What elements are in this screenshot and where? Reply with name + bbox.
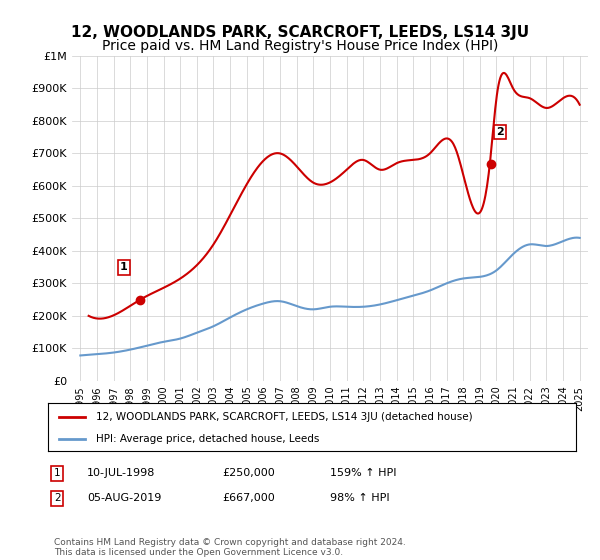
Text: £667,000: £667,000 xyxy=(222,493,275,503)
Text: 1: 1 xyxy=(120,263,128,272)
Text: 98% ↑ HPI: 98% ↑ HPI xyxy=(330,493,389,503)
Text: 159% ↑ HPI: 159% ↑ HPI xyxy=(330,468,397,478)
Text: HPI: Average price, detached house, Leeds: HPI: Average price, detached house, Leed… xyxy=(95,434,319,444)
Text: 05-AUG-2019: 05-AUG-2019 xyxy=(87,493,161,503)
Text: Price paid vs. HM Land Registry's House Price Index (HPI): Price paid vs. HM Land Registry's House … xyxy=(102,39,498,53)
Text: 2: 2 xyxy=(496,127,503,137)
Text: 2: 2 xyxy=(54,493,61,503)
Text: £250,000: £250,000 xyxy=(222,468,275,478)
Text: 1: 1 xyxy=(54,468,61,478)
Text: 12, WOODLANDS PARK, SCARCROFT, LEEDS, LS14 3JU (detached house): 12, WOODLANDS PARK, SCARCROFT, LEEDS, LS… xyxy=(95,413,472,422)
Text: 10-JUL-1998: 10-JUL-1998 xyxy=(87,468,155,478)
Text: 12, WOODLANDS PARK, SCARCROFT, LEEDS, LS14 3JU: 12, WOODLANDS PARK, SCARCROFT, LEEDS, LS… xyxy=(71,25,529,40)
Text: Contains HM Land Registry data © Crown copyright and database right 2024.
This d: Contains HM Land Registry data © Crown c… xyxy=(54,538,406,557)
